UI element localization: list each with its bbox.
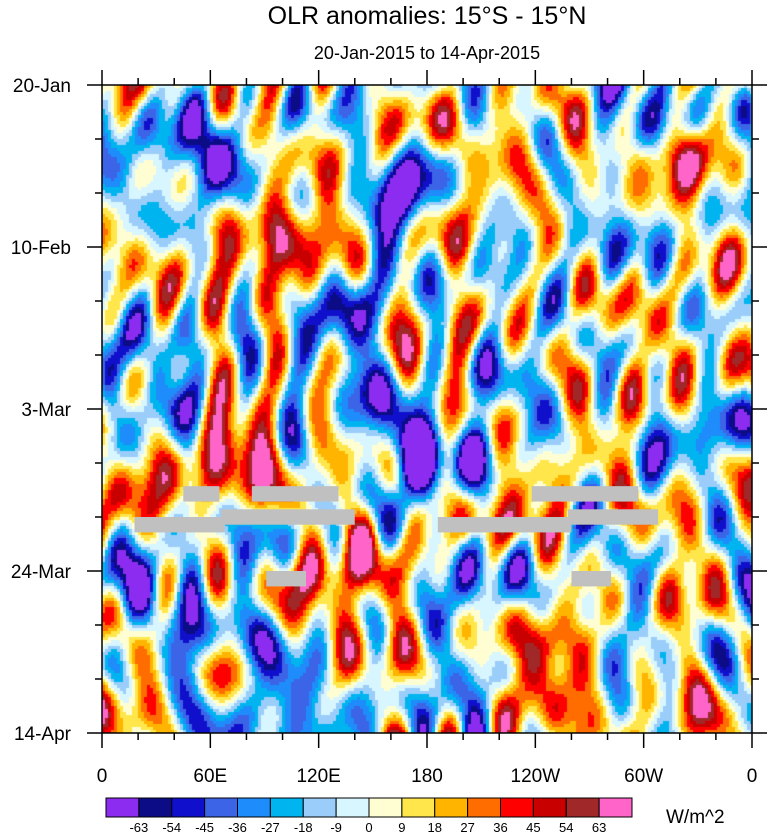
colorbar-level-label: 63 bbox=[592, 820, 606, 834]
missing-data-bar bbox=[221, 509, 355, 525]
colorbar: -63 -54 -45 -36 -27 -18 -9 0 9 18 27 36 45 54 63 bbox=[105, 797, 633, 834]
colorbar-level-label: -45 bbox=[195, 820, 214, 834]
x-axis-labels: 0 60E 120E 180 120W 60W 0 bbox=[97, 766, 758, 787]
colorbar-swatch bbox=[105, 797, 140, 818]
colorbar-swatch bbox=[237, 797, 271, 818]
colorbar-level-label: 36 bbox=[493, 820, 507, 834]
plot-area: 0 60E 120E 180 120W 60W 0 20-Jan 10-Feb 3-Mar 24-… bbox=[11, 70, 767, 787]
colorbar-swatch bbox=[565, 797, 600, 818]
colorbar-swatch bbox=[532, 797, 567, 818]
y-tick-label: 3-Mar bbox=[21, 400, 71, 421]
colorbar-swatch bbox=[500, 797, 534, 818]
colorbar-level-label: -18 bbox=[294, 820, 313, 834]
missing-data-bar bbox=[571, 571, 612, 587]
colorbar-level-label: 27 bbox=[460, 820, 474, 834]
colorbar-level-label: 45 bbox=[526, 820, 540, 834]
colorbar-level-label: -63 bbox=[129, 820, 148, 834]
axis-ticks bbox=[87, 70, 767, 748]
y-tick-label: 14-Apr bbox=[14, 724, 72, 745]
colorbar-swatch bbox=[368, 797, 403, 818]
y-tick-label: 10-Feb bbox=[11, 238, 71, 259]
x-tick-label: 0 bbox=[747, 766, 758, 787]
colorbar-swatch bbox=[335, 797, 370, 818]
missing-data-bar bbox=[134, 517, 225, 533]
x-tick-label: 60E bbox=[193, 766, 227, 787]
colorbar-swatch bbox=[434, 797, 469, 818]
colorbar-swatch bbox=[401, 797, 436, 818]
y-axis-labels: 20-Jan 10-Feb 3-Mar 24-Mar 14-Apr bbox=[11, 76, 72, 745]
x-tick-label: 180 bbox=[411, 766, 443, 787]
x-tick-label: 120E bbox=[296, 766, 340, 787]
missing-data-bar bbox=[437, 517, 572, 533]
y-tick-label: 24-Mar bbox=[11, 562, 72, 583]
chart-subtitle: 20-Jan-2015 to 14-Apr-2015 bbox=[314, 43, 540, 63]
x-tick-label: 60W bbox=[624, 766, 663, 787]
missing-data-bar bbox=[266, 571, 307, 587]
colorbar-swatch bbox=[138, 797, 173, 818]
missing-data-bar bbox=[183, 486, 220, 502]
colorbar-level-label: 9 bbox=[398, 820, 405, 834]
colorbar-swatch bbox=[269, 797, 304, 818]
colorbar-units: W/m^2 bbox=[666, 807, 725, 828]
y-tick-label: 20-Jan bbox=[13, 76, 71, 97]
missing-data-bar bbox=[531, 486, 639, 502]
colorbar-level-label: -27 bbox=[261, 820, 280, 834]
colorbar-swatch bbox=[204, 797, 238, 818]
x-tick-label: 0 bbox=[97, 766, 108, 787]
colorbar-level-label: 0 bbox=[365, 820, 372, 834]
colorbar-level-label: -36 bbox=[228, 820, 247, 834]
colorbar-level-label: 18 bbox=[428, 820, 442, 834]
colorbar-level-label: -54 bbox=[162, 820, 181, 834]
colorbar-swatch bbox=[598, 797, 633, 818]
colorbar-swatch bbox=[171, 797, 206, 818]
colorbar-swatch bbox=[302, 797, 337, 818]
heatmap-field bbox=[102, 85, 752, 733]
colorbar-level-label: 54 bbox=[559, 820, 573, 834]
x-tick-label: 120W bbox=[511, 766, 561, 787]
colorbar-swatch bbox=[467, 797, 501, 818]
missing-data-bar bbox=[251, 486, 339, 502]
missing-data-layer bbox=[134, 486, 659, 587]
chart-title: OLR anomalies: 15°S - 15°N bbox=[268, 2, 587, 30]
colorbar-level-label: -9 bbox=[330, 820, 342, 834]
missing-data-bar bbox=[567, 509, 659, 525]
